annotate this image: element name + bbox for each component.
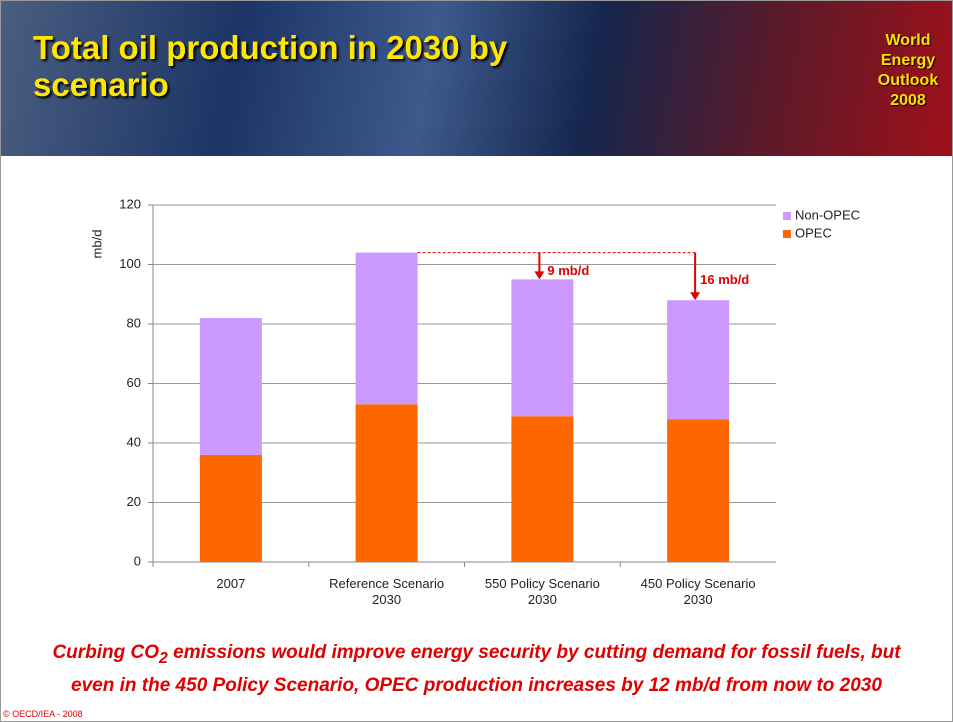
caption-text: Curbing CO [52, 642, 159, 663]
legend-label: OPEC [795, 225, 832, 240]
chart-area: mb/d 0 20 40 60 80 100 120 Non-OPEC OPEC 9 mb/d 16… [1, 1, 952, 631]
arrow-head [690, 292, 700, 300]
caption-line: Curbing CO2 emissions would improve ener… [1, 639, 952, 672]
chart: mb/d 0 20 40 60 80 100 120 Non-OPEC OPEC 9 mb/d 16… [1, 1, 952, 631]
bar-segment [511, 416, 573, 562]
bar-segment [356, 253, 418, 405]
caption-sub: 2 [159, 650, 168, 667]
bar-segment [667, 300, 729, 419]
y-tick-label: 80 [127, 315, 141, 330]
y-tick-label: 0 [134, 553, 141, 568]
y-tick-label: 100 [119, 256, 141, 271]
slide: Total oil production in 2030 by scenario… [0, 0, 953, 722]
x-tick-label: Reference Scenario 2030 [317, 576, 457, 608]
annotation: 16 mb/d [700, 272, 749, 287]
y-tick-label: 60 [127, 375, 141, 390]
legend-swatch [783, 230, 791, 238]
bar-segment [667, 419, 729, 562]
caption: Curbing CO2 emissions would improve ener… [1, 639, 952, 699]
y-tick-label: 120 [119, 196, 141, 211]
caption-line: even in the 450 Policy Scenario, OPEC pr… [1, 672, 952, 699]
arrow-head [534, 271, 544, 279]
y-tick-label: 40 [127, 434, 141, 449]
bar-segment [200, 318, 262, 455]
y-axis-label: mb/d [89, 230, 104, 259]
y-tick-label: 20 [127, 494, 141, 509]
bar-segment [356, 404, 418, 562]
caption-text: emissions would improve energy security … [168, 642, 901, 663]
legend-swatch [783, 212, 791, 220]
x-tick-label: 2007 [161, 576, 301, 592]
annotation: 9 mb/d [547, 263, 589, 278]
x-tick-label: 450 Policy Scenario 2030 [628, 576, 768, 608]
bar-segment [511, 279, 573, 416]
bar-segment [200, 455, 262, 562]
footer: © OECD/IEA - 2008 [3, 709, 83, 719]
legend-label: Non-OPEC [795, 207, 860, 222]
x-tick-label: 550 Policy Scenario 2030 [472, 576, 612, 608]
